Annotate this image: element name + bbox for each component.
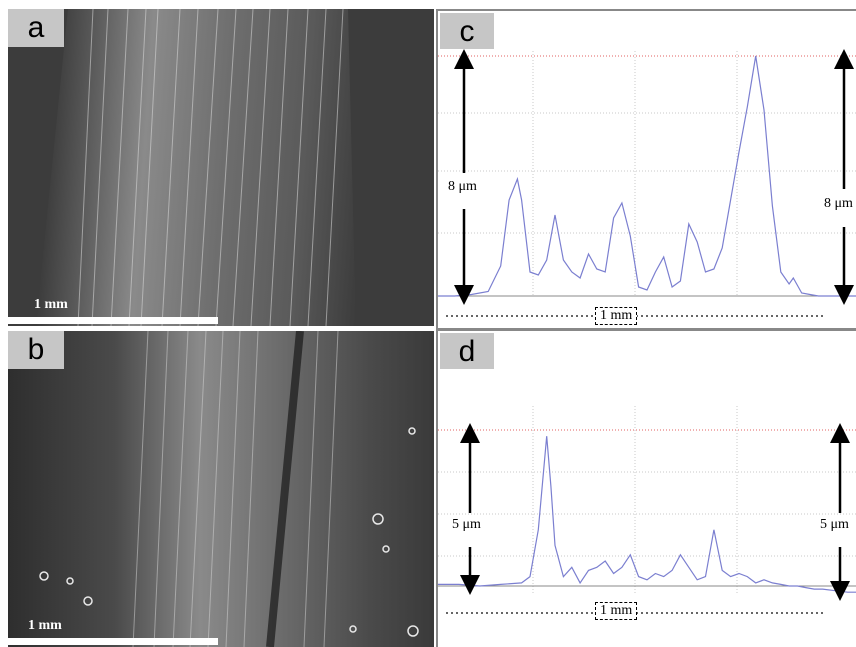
scale-label-c: 1 mm <box>595 307 638 325</box>
panel-label-a: a <box>8 9 64 47</box>
scale-bar-b <box>8 638 218 645</box>
right-column-border <box>436 9 438 647</box>
height-label-c-right: 8 μm <box>824 196 853 212</box>
profile-panel-c: c 8 μm 8 μm 1 mm <box>438 11 856 328</box>
scale-bar-a <box>8 317 218 324</box>
panel-label-d: d <box>440 333 494 369</box>
height-label-d-left: 5 μm <box>452 517 481 533</box>
scale-label-d: 1 mm <box>595 602 638 620</box>
micrograph-b-texture <box>8 331 434 647</box>
micrograph-panel-b: b 1 mm <box>8 331 434 647</box>
profile-line <box>438 55 856 297</box>
height-label-c-left: 8 μm <box>448 179 477 195</box>
profile-line <box>438 436 856 593</box>
micrograph-a-texture <box>35 9 356 326</box>
panel-separator <box>438 328 856 331</box>
height-label-d-right: 5 μm <box>820 517 849 533</box>
profile-chart-c <box>438 49 856 317</box>
scale-label-a: 1 mm <box>34 297 68 312</box>
micrograph-panel-a: a 1 mm <box>8 9 434 326</box>
scale-label-b: 1 mm <box>28 618 62 633</box>
profile-panel-d: d 5 μm 5 μm 1 mm <box>438 331 856 647</box>
panel-c-top-border <box>438 9 856 11</box>
panel-label-b: b <box>8 331 64 369</box>
panel-label-c: c <box>440 13 494 49</box>
profile-chart-d <box>438 406 856 614</box>
